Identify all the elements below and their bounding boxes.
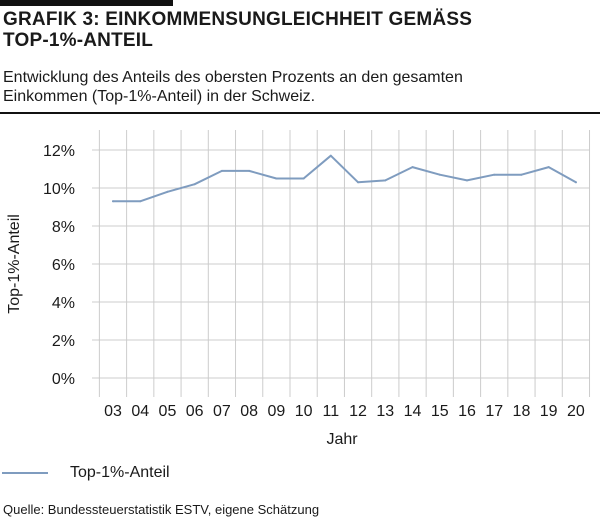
- data-point: [384, 179, 387, 182]
- data-point: [357, 181, 360, 184]
- axis-tick-labels: 0% 2% 4% 6% 8% 10% 12% 03 04 05 06 07 08 09 10 11 12 13 14…: [43, 143, 585, 420]
- data-point: [220, 169, 223, 172]
- x-tick-label: 17: [485, 403, 503, 420]
- legend: Top-1%-Anteil: [2, 463, 170, 483]
- legend-label: Top-1%-Anteil: [70, 464, 170, 481]
- data-point: [139, 200, 142, 203]
- top-accent-rule: [0, 0, 173, 6]
- x-tick-label: 04: [131, 403, 149, 420]
- x-tick-label: 11: [323, 403, 340, 420]
- header-divider: [0, 112, 600, 114]
- x-tick-label: 15: [431, 403, 449, 420]
- x-tick-label: 19: [540, 403, 558, 420]
- data-point: [520, 173, 523, 176]
- data-point: [438, 173, 441, 176]
- data-point: [248, 169, 251, 172]
- data-point: [493, 173, 496, 176]
- chart-title-line-2: TOP-1%-ANTEIL: [3, 30, 154, 51]
- data-point: [302, 177, 305, 180]
- x-tick-label: 16: [458, 403, 476, 420]
- y-tick-label: 6%: [52, 257, 75, 274]
- x-tick-label: 06: [186, 403, 204, 420]
- source-note: Quelle: Bundessteuerstatistik ESTV, eige…: [3, 502, 320, 517]
- data-point: [547, 166, 550, 169]
- x-tick-label: 13: [376, 403, 394, 420]
- chart-subtitle-line-2: Einkommen (Top-1%-Anteil) in der Schweiz…: [3, 88, 316, 105]
- y-tick-label: 10%: [43, 181, 75, 198]
- x-tick-label: 03: [104, 403, 122, 420]
- chart-subtitle-line-1: Entwicklung des Anteils des obersten Pro…: [3, 69, 463, 86]
- data-point: [574, 181, 577, 184]
- legend-swatch: [2, 472, 48, 474]
- x-tick-label: 08: [240, 403, 258, 420]
- y-tick-label: 2%: [52, 333, 75, 350]
- y-tick-label: 12%: [43, 143, 75, 160]
- series-layer: [112, 154, 577, 203]
- data-point: [193, 183, 196, 186]
- x-axis-label: Jahr: [326, 431, 358, 448]
- y-tick-label: 0%: [52, 371, 75, 388]
- x-tick-label: 07: [213, 403, 231, 420]
- data-point: [275, 177, 278, 180]
- y-axis-label: Top-1%-Anteil: [6, 214, 23, 314]
- y-tick-label: 8%: [52, 219, 75, 236]
- x-tick-label: 18: [513, 403, 531, 420]
- x-tick-label: 20: [567, 403, 585, 420]
- x-tick-label: 09: [267, 403, 285, 420]
- x-tick-label: 12: [349, 403, 367, 420]
- chart-subtitle: Entwicklung des Anteils des obersten Pro…: [3, 68, 593, 106]
- data-point: [329, 154, 332, 157]
- chart-title-line-1: GRAFIK 3: EINKOMMENSUNGLEICHHEIT GEMÄSS: [3, 9, 473, 30]
- x-tick-label: 10: [295, 403, 313, 420]
- data-point: [411, 166, 414, 169]
- data-point: [112, 200, 114, 203]
- data-point: [166, 190, 169, 193]
- y-tick-label: 4%: [52, 295, 75, 312]
- grid-layer: [92, 130, 591, 397]
- series-line: [112, 154, 577, 203]
- x-tick-label: 05: [159, 403, 177, 420]
- x-tick-label: 14: [404, 403, 422, 420]
- data-point: [465, 179, 468, 182]
- chart-title: GRAFIK 3: EINKOMMENSUNGLEICHHEIT GEMÄSS …: [3, 9, 593, 51]
